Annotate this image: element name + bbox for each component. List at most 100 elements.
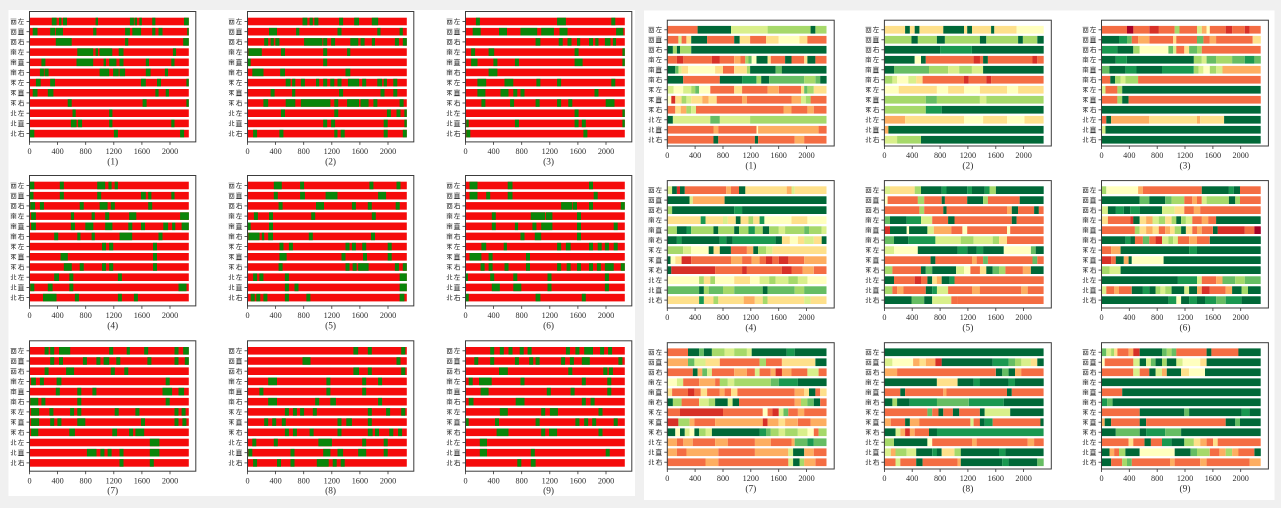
svg-text:0: 0 — [27, 147, 31, 156]
svg-text:(7): (7) — [745, 484, 756, 495]
svg-text:1200: 1200 — [1177, 313, 1193, 322]
svg-text:1200: 1200 — [542, 476, 558, 485]
svg-text:0: 0 — [27, 311, 31, 320]
svg-text:800: 800 — [80, 476, 92, 485]
svg-text:1600: 1600 — [352, 147, 368, 156]
svg-text:2000: 2000 — [1015, 313, 1031, 322]
svg-text:400: 400 — [906, 313, 918, 322]
svg-text:(8): (8) — [962, 484, 973, 495]
svg-text:(6): (6) — [1180, 323, 1191, 334]
svg-text:1600: 1600 — [570, 147, 586, 156]
svg-text:2000: 2000 — [798, 151, 814, 160]
svg-text:800: 800 — [934, 151, 946, 160]
svg-text:(5): (5) — [962, 323, 973, 334]
svg-text:800: 800 — [717, 474, 729, 483]
svg-text:400: 400 — [269, 147, 281, 156]
svg-text:0: 0 — [27, 476, 31, 485]
svg-text:400: 400 — [689, 151, 701, 160]
svg-text:(1): (1) — [745, 161, 756, 172]
svg-text:1200: 1200 — [542, 311, 558, 320]
svg-text:2000: 2000 — [598, 311, 614, 320]
svg-text:(9): (9) — [543, 486, 554, 497]
svg-text:1600: 1600 — [352, 476, 368, 485]
svg-text:0: 0 — [882, 313, 886, 322]
svg-text:1200: 1200 — [960, 151, 976, 160]
svg-text:800: 800 — [80, 311, 92, 320]
svg-text:0: 0 — [665, 474, 669, 483]
svg-text:(3): (3) — [543, 156, 554, 167]
svg-text:0: 0 — [1099, 313, 1103, 322]
svg-text:0: 0 — [463, 147, 467, 156]
svg-text:0: 0 — [665, 313, 669, 322]
svg-text:2000: 2000 — [162, 476, 178, 485]
svg-text:400: 400 — [1123, 151, 1135, 160]
svg-text:1200: 1200 — [106, 476, 122, 485]
svg-text:2000: 2000 — [798, 313, 814, 322]
svg-text:1600: 1600 — [1205, 474, 1221, 483]
svg-text:1600: 1600 — [570, 476, 586, 485]
svg-text:800: 800 — [1151, 474, 1163, 483]
svg-text:400: 400 — [689, 313, 701, 322]
svg-text:800: 800 — [516, 476, 528, 485]
svg-text:400: 400 — [51, 476, 63, 485]
svg-text:400: 400 — [269, 476, 281, 485]
svg-text:1200: 1200 — [106, 311, 122, 320]
svg-text:1200: 1200 — [960, 313, 976, 322]
svg-text:2000: 2000 — [798, 474, 814, 483]
svg-text:1200: 1200 — [324, 311, 340, 320]
svg-text:400: 400 — [906, 151, 918, 160]
svg-text:400: 400 — [51, 147, 63, 156]
svg-text:400: 400 — [269, 311, 281, 320]
svg-text:2000: 2000 — [1015, 151, 1031, 160]
svg-text:1600: 1600 — [988, 313, 1004, 322]
svg-text:1200: 1200 — [324, 147, 340, 156]
svg-text:1200: 1200 — [960, 474, 976, 483]
svg-text:800: 800 — [1151, 313, 1163, 322]
svg-text:0: 0 — [665, 151, 669, 160]
svg-text:2000: 2000 — [162, 311, 178, 320]
svg-text:1600: 1600 — [352, 311, 368, 320]
svg-text:1600: 1600 — [134, 147, 150, 156]
svg-text:0: 0 — [245, 147, 249, 156]
svg-text:0: 0 — [463, 311, 467, 320]
svg-text:800: 800 — [717, 313, 729, 322]
svg-text:0: 0 — [882, 474, 886, 483]
svg-text:400: 400 — [487, 311, 499, 320]
svg-text:(2): (2) — [325, 156, 336, 167]
svg-text:800: 800 — [934, 474, 946, 483]
svg-text:(2): (2) — [962, 161, 973, 172]
svg-text:800: 800 — [934, 313, 946, 322]
svg-text:(8): (8) — [325, 486, 336, 497]
svg-text:0: 0 — [245, 476, 249, 485]
svg-text:(4): (4) — [745, 323, 756, 334]
svg-text:2000: 2000 — [598, 476, 614, 485]
svg-text:400: 400 — [1123, 313, 1135, 322]
svg-text:400: 400 — [487, 476, 499, 485]
svg-text:2000: 2000 — [380, 311, 396, 320]
svg-text:800: 800 — [516, 147, 528, 156]
svg-text:1200: 1200 — [1177, 474, 1193, 483]
svg-text:(1): (1) — [107, 156, 118, 167]
svg-text:2000: 2000 — [1233, 474, 1249, 483]
svg-text:1600: 1600 — [1205, 313, 1221, 322]
svg-text:2000: 2000 — [598, 147, 614, 156]
svg-text:1200: 1200 — [1177, 151, 1193, 160]
svg-text:2000: 2000 — [1233, 313, 1249, 322]
svg-text:1200: 1200 — [542, 147, 558, 156]
svg-text:1600: 1600 — [771, 151, 787, 160]
svg-text:1200: 1200 — [743, 151, 759, 160]
svg-text:400: 400 — [487, 147, 499, 156]
svg-text:(4): (4) — [107, 320, 118, 331]
svg-text:0: 0 — [1099, 151, 1103, 160]
svg-text:400: 400 — [689, 474, 701, 483]
svg-text:0: 0 — [463, 476, 467, 485]
svg-text:1600: 1600 — [771, 313, 787, 322]
svg-text:800: 800 — [80, 147, 92, 156]
svg-text:800: 800 — [298, 147, 310, 156]
svg-text:1600: 1600 — [988, 474, 1004, 483]
svg-text:2000: 2000 — [380, 147, 396, 156]
svg-text:1600: 1600 — [570, 311, 586, 320]
svg-text:800: 800 — [298, 311, 310, 320]
svg-text:800: 800 — [298, 476, 310, 485]
svg-text:0: 0 — [882, 151, 886, 160]
